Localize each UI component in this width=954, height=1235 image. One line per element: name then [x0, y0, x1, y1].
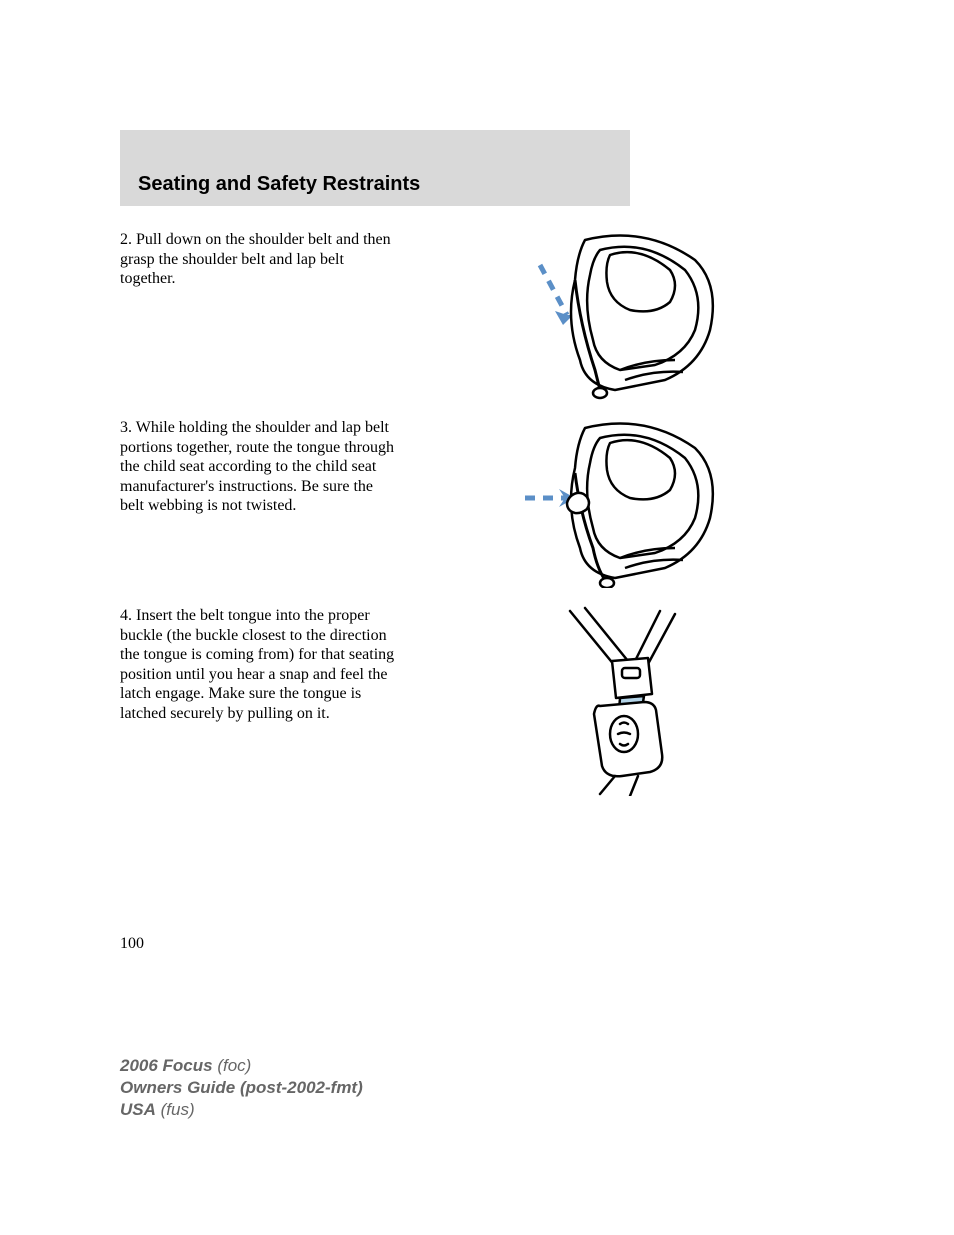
- footer-line-2: Owners Guide (post-2002-fmt): [120, 1077, 363, 1099]
- section-header-bar: Seating and Safety Restraints: [120, 130, 630, 206]
- step-3-illustration: [420, 418, 830, 588]
- footer-region: USA: [120, 1100, 156, 1119]
- step-3-text: 3. While holding the shoulder and lap be…: [120, 418, 400, 516]
- footer-region-code: (fus): [156, 1100, 195, 1119]
- step-4-row: 4. Insert the belt tongue into the prope…: [120, 606, 830, 796]
- step-4-text: 4. Insert the belt tongue into the prope…: [120, 606, 400, 723]
- step-2-illustration: [420, 230, 830, 400]
- footer-block: 2006 Focus (foc) Owners Guide (post-2002…: [120, 1055, 363, 1121]
- child-seat-pull-down-icon: [525, 230, 725, 400]
- seat-belt-buckle-icon: [540, 606, 710, 796]
- step-2-text: 2. Pull down on the shoulder belt and th…: [120, 230, 400, 289]
- page-content: Seating and Safety Restraints 2. Pull do…: [120, 130, 830, 796]
- footer-model-code: (foc): [213, 1056, 252, 1075]
- child-seat-route-belt-icon: [525, 418, 725, 588]
- footer-guide: Owners Guide (post-2002-fmt): [120, 1078, 363, 1097]
- section-header-title: Seating and Safety Restraints: [138, 173, 420, 196]
- step-4-illustration: [420, 606, 830, 796]
- footer-line-1: 2006 Focus (foc): [120, 1055, 363, 1077]
- footer-model: 2006 Focus: [120, 1056, 213, 1075]
- footer-line-3: USA (fus): [120, 1099, 363, 1121]
- page-number: 100: [120, 935, 144, 953]
- step-3-row: 3. While holding the shoulder and lap be…: [120, 418, 830, 588]
- step-2-row: 2. Pull down on the shoulder belt and th…: [120, 230, 830, 400]
